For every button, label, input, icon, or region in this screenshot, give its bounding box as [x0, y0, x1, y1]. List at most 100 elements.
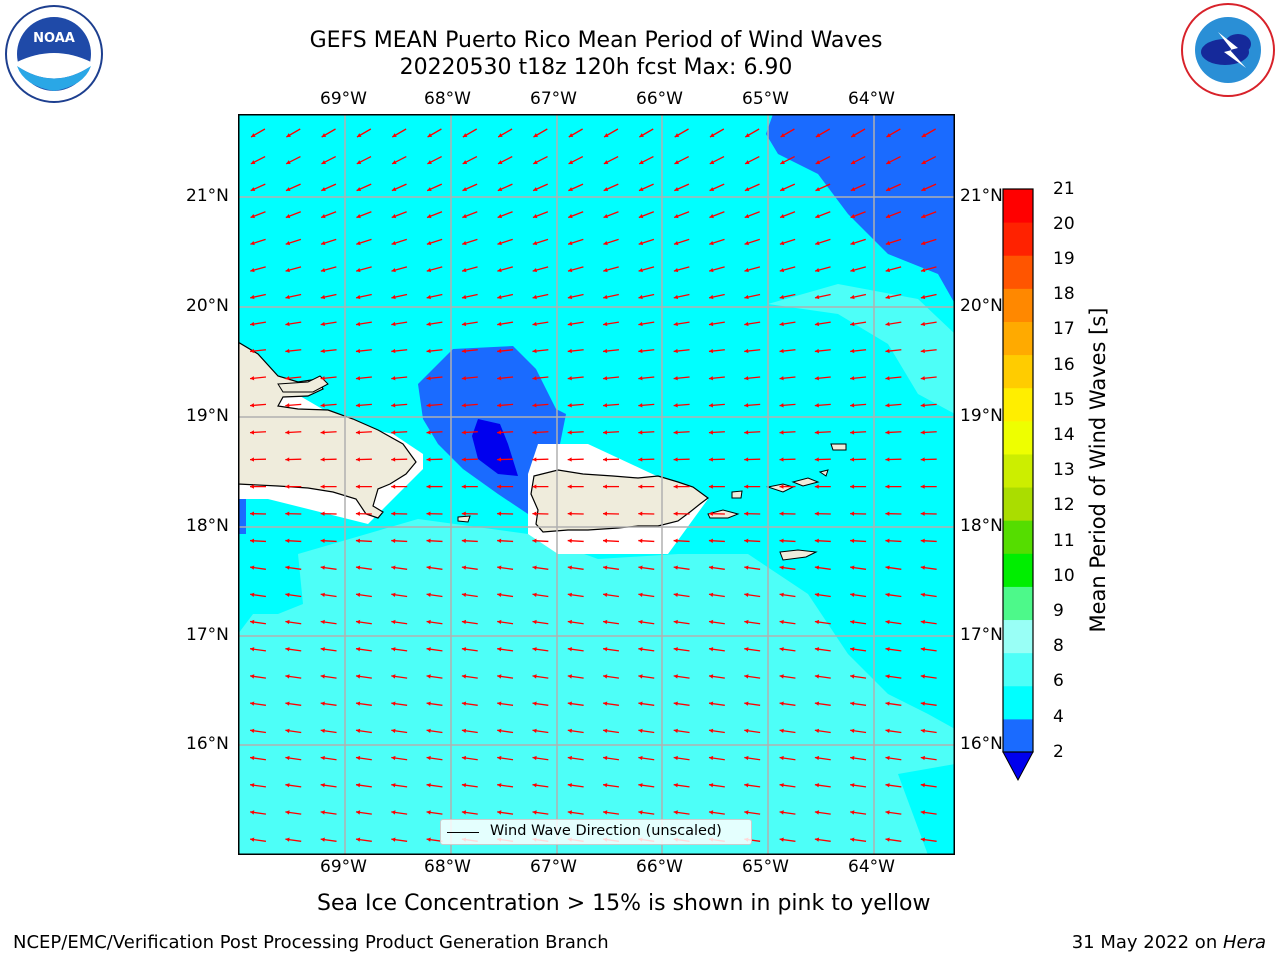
wind-wave-arrow: [744, 321, 761, 327]
wind-wave-arrow: [320, 755, 337, 761]
wind-wave-arrow: [391, 647, 408, 652]
wind-wave-arrow: [921, 183, 937, 192]
wind-wave-arrow: [744, 728, 761, 734]
wind-wave-arrow: [744, 376, 761, 381]
lat-label-right: 16°N: [960, 734, 1003, 754]
wind-wave-arrow: [779, 810, 796, 815]
wind-wave-arrow: [920, 321, 937, 327]
wind-wave-arrow: [532, 348, 549, 354]
wind-wave-arrow: [673, 755, 690, 761]
wind-wave-arrow: [602, 755, 620, 761]
colorbar-tick: 10: [1053, 566, 1075, 586]
wind-wave-arrow: [532, 647, 549, 652]
wind-wave-arrow: [920, 238, 937, 246]
wind-wave-arrow: [708, 321, 725, 327]
wind-wave-arrow: [638, 238, 655, 246]
wind-wave-arrow: [673, 565, 690, 570]
wind-wave-arrow: [673, 538, 690, 543]
wind-wave-arrow: [779, 348, 796, 354]
period-2-4-region-ne: [766, 114, 955, 304]
wind-wave-arrow: [780, 128, 795, 138]
wind-wave-arrow: [461, 348, 478, 354]
wind-wave-arrow: [814, 728, 831, 734]
wind-wave-arrow: [497, 211, 513, 219]
wind-wave-arrow: [355, 565, 372, 570]
wind-wave-arrow: [285, 619, 302, 625]
wind-wave-arrow: [391, 592, 408, 598]
wind-wave-arrow: [391, 238, 408, 246]
wind-wave-arrow: [250, 238, 266, 246]
lat-label-right: 19°N: [960, 406, 1003, 426]
wind-wave-arrow: [779, 211, 796, 219]
wind-wave-arrow: [602, 728, 620, 734]
wind-wave-arrow: [391, 403, 408, 408]
wind-wave-arrow: [461, 238, 478, 246]
wind-wave-arrow: [286, 128, 301, 138]
wind-wave-arrow: [638, 647, 655, 652]
wind-wave-arrow: [603, 266, 619, 273]
wind-wave-arrow: [814, 266, 831, 273]
wind-wave-arrow: [850, 484, 867, 489]
wind-wave-arrow: [920, 538, 937, 543]
land-st-croix: [779, 549, 818, 561]
wind-wave-arrow: [320, 376, 337, 381]
wind-wave-arrow: [249, 619, 267, 625]
wind-wave-arrow: [355, 647, 372, 652]
wind-wave-arrow: [285, 211, 302, 219]
wind-wave-arrow: [885, 266, 902, 273]
wind-wave-arrow: [461, 457, 478, 462]
wind-wave-arrow: [250, 484, 266, 489]
wind-wave-arrow: [285, 701, 302, 706]
wind-wave-arrow: [249, 457, 267, 462]
footer-date-text: 31 May 2022 on: [1071, 932, 1223, 953]
wind-wave-arrow: [567, 755, 584, 761]
wind-wave-arrow: [709, 128, 725, 138]
wind-wave-arrow: [674, 183, 690, 192]
wind-wave-arrow: [285, 647, 302, 652]
wind-wave-arrow: [885, 728, 902, 734]
wind-wave-arrow: [744, 511, 761, 516]
wind-wave-arrow: [497, 430, 514, 435]
wind-wave-arrow: [850, 183, 866, 192]
wind-wave-arrow: [533, 128, 548, 138]
wind-wave-arrow: [462, 183, 478, 192]
colorbar-segment: [1003, 354, 1033, 389]
wind-wave-arrow: [532, 321, 549, 327]
wind-wave-arrow: [391, 837, 408, 842]
wind-wave-arrow: [920, 403, 937, 408]
wind-wave-arrow: [708, 592, 725, 598]
wind-wave-arrow: [885, 376, 902, 381]
wind-wave-arrow: [461, 728, 478, 734]
wind-wave-arrow: [779, 321, 796, 327]
wind-wave-arrow: [391, 755, 408, 761]
wind-wave-arrow: [497, 755, 514, 761]
wind-wave-arrow: [532, 592, 549, 598]
wind-wave-arrow: [920, 293, 937, 300]
wind-wave-arrow: [603, 238, 619, 246]
wind-wave-arrow: [250, 211, 266, 219]
wind-wave-arrow: [921, 155, 937, 165]
wind-wave-arrow: [709, 155, 725, 165]
wind-wave-arrow: [320, 728, 337, 734]
colorbar-segment: [1003, 189, 1033, 223]
wind-wave-arrow: [355, 619, 372, 625]
wind-wave-arrow: [850, 238, 866, 246]
wind-wave-arrow: [850, 511, 867, 516]
sea-ice-note: Sea Ice Concentration > 15% is shown in …: [317, 891, 931, 916]
wind-wave-arrow: [638, 376, 655, 381]
colorbar-segment: [1003, 255, 1033, 289]
period-below-2-region: [472, 419, 518, 476]
wind-wave-arrow: [920, 755, 937, 761]
wind-wave-arrow: [744, 293, 761, 300]
wind-wave-arrow: [850, 457, 867, 462]
wind-wave-arrow: [885, 837, 902, 842]
wind-wave-arrow: [638, 155, 654, 165]
wind-wave-arrow: [602, 457, 620, 462]
wind-wave-arrow: [426, 321, 443, 327]
wind-wave-arrow: [673, 238, 690, 246]
wind-wave-arrow: [285, 565, 302, 570]
wind-wave-arrow: [779, 484, 796, 489]
wind-wave-arrow: [814, 321, 831, 327]
wind-wave-arrow: [250, 293, 266, 300]
wind-wave-arrow: [391, 211, 407, 219]
